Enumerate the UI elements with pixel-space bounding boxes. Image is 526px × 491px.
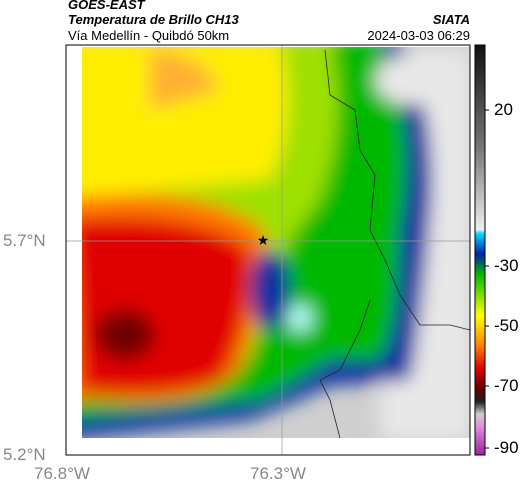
colorbar-ticks [485,109,489,449]
svg-text:★: ★ [257,232,270,248]
colorbar-label: -50 [494,316,519,335]
title: GOES-EAST [68,0,145,12]
y-tick-label: 5.2°N [3,445,46,464]
colorbar [474,44,486,456]
datetime: 2024-03-03 06:29 [367,28,470,43]
colorbar-label: 20 [494,100,513,119]
colorbar-label: -70 [494,376,519,395]
source: SIATA [432,12,470,27]
x-tick-label: 76.3°W [250,464,306,483]
satellite-image [82,47,470,438]
subtitle: Temperatura de Brillo CH13 [68,12,239,27]
y-tick-label: 5.7°N [3,231,46,250]
location: Vía Medellín - Quibdó 50km [68,28,230,43]
x-tick-label: 76.8°W [34,464,90,483]
colorbar-label: -30 [494,256,519,275]
colorbar-label: -90 [494,438,519,457]
